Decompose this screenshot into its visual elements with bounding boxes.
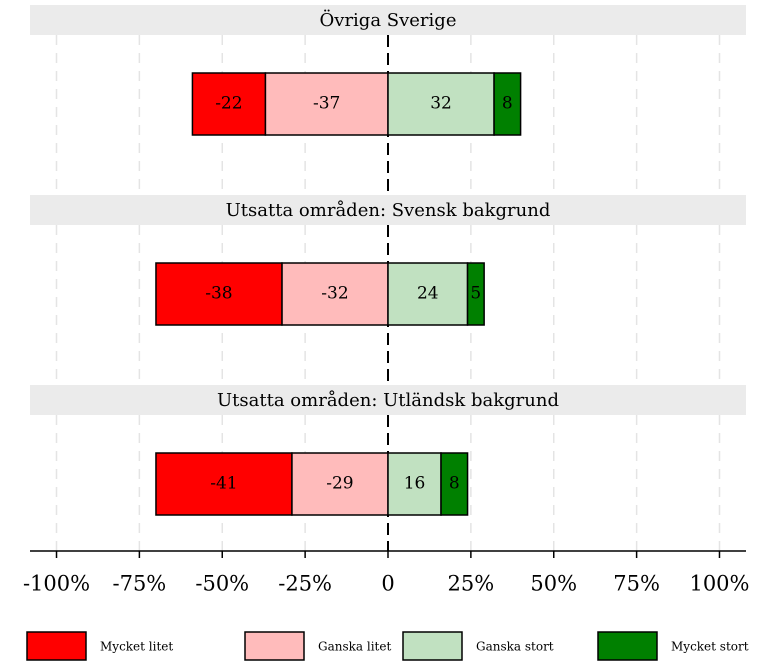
legend-swatch: [402, 631, 463, 661]
x-tick-label: -25%: [278, 572, 332, 596]
data-label: 8: [449, 474, 460, 494]
legend-swatch: [244, 631, 305, 661]
data-label: -38: [205, 284, 232, 304]
data-label: 32: [430, 94, 452, 114]
bar-segment: [291, 452, 389, 516]
x-tick-label: 25%: [448, 572, 495, 596]
data-label: 5: [470, 284, 481, 304]
data-label: -32: [321, 284, 348, 304]
panel-title: Utsatta områden: Svensk bakgrund: [226, 199, 551, 221]
bar-segment: [191, 72, 267, 136]
x-tick-label: -50%: [195, 572, 249, 596]
x-tick-label: 75%: [613, 572, 660, 596]
x-tick-label: 0: [381, 572, 394, 596]
strip: [30, 5, 746, 35]
data-label: 8: [502, 94, 513, 114]
data-label: 24: [417, 284, 439, 304]
legend-swatch: [597, 631, 658, 661]
data-label: 16: [404, 474, 426, 494]
bar-segment: [155, 452, 293, 516]
bar-segment: [155, 262, 283, 326]
legend-label: Ganska stort: [476, 640, 554, 654]
data-label: -41: [210, 474, 237, 494]
data-label: -29: [326, 474, 353, 494]
data-label: -22: [215, 94, 242, 114]
legend-label: Ganska litet: [318, 640, 391, 654]
legend-label: Mycket litet: [100, 640, 173, 654]
x-tick-label: -100%: [23, 572, 90, 596]
strip: [30, 195, 746, 225]
data-label: -37: [313, 94, 340, 114]
bar-segment: [466, 262, 485, 326]
legend-label: Mycket stort: [671, 640, 749, 654]
x-tick-label: 100%: [689, 572, 749, 596]
bar-segment: [387, 72, 495, 136]
x-tick-label: -75%: [112, 572, 166, 596]
legend-swatch: [26, 631, 87, 661]
strip: [30, 385, 746, 415]
panel-title: Övriga Sverige: [320, 8, 457, 31]
bar-segment: [264, 72, 389, 136]
bar-segment: [440, 452, 469, 516]
x-tick-label: 50%: [530, 572, 577, 596]
bar-segment: [387, 452, 442, 516]
panel-title: Utsatta områden: Utländsk bakgrund: [217, 389, 559, 411]
bar-segment: [493, 72, 522, 136]
bar-segment: [387, 262, 469, 326]
